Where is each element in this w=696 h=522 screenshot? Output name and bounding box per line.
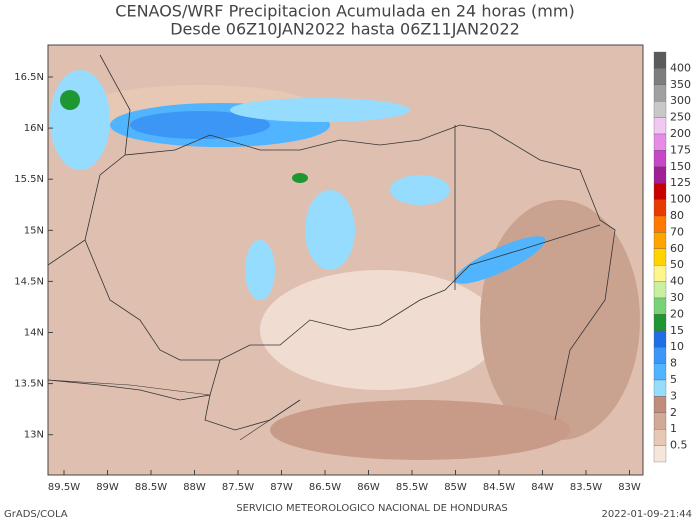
colorbar-label: 350 (670, 78, 691, 91)
lon-label: 83W (618, 482, 641, 493)
footer-left: GrADS/COLA (4, 509, 68, 520)
colorbar-box (653, 215, 667, 233)
colorbar-label: 250 (670, 111, 691, 124)
lon-label: 83.5W (570, 482, 602, 493)
footer-center: SERVICIO METEOROLOGICO NACIONAL DE HONDU… (236, 503, 508, 514)
colorbar-box (653, 101, 667, 118)
colorbar-box (653, 363, 667, 381)
lon-label: 87.5W (222, 482, 254, 493)
colorbar-box (653, 248, 667, 266)
colorbar-label: 125 (670, 176, 691, 189)
colorbar-box (653, 445, 667, 463)
colorbar-label: 100 (670, 193, 691, 206)
colorbar-box (653, 396, 667, 413)
lon-label: 86.5W (309, 482, 341, 493)
colorbar-label: 10 (670, 340, 684, 353)
lon-label: 88W (183, 482, 206, 493)
colorbar-label: 80 (670, 209, 684, 222)
lon-label: 84.5W (483, 482, 515, 493)
colorbar-box (653, 232, 667, 249)
colorbar-box (653, 412, 667, 430)
colorbar-label: 70 (670, 225, 684, 238)
colorbar-label: 150 (670, 160, 691, 173)
lon-label: 87W (270, 482, 293, 493)
lat-label: 16.5N (14, 72, 44, 83)
colorbar-box (653, 379, 667, 397)
colorbar-box (653, 429, 667, 446)
map-field (48, 45, 643, 475)
colorbar-label: 200 (670, 127, 691, 140)
lon-label: 88.5W (135, 482, 167, 493)
title: CENAOS/WRF Precipitacion Acumulada en 24… (115, 2, 574, 21)
colorbar-label: 3 (670, 389, 677, 402)
lat-label: 16N (24, 123, 44, 134)
colorbar-label: 30 (670, 291, 684, 304)
colorbar-box (653, 199, 667, 217)
colorbar-box (653, 166, 667, 184)
lon-label: 85.5W (396, 482, 428, 493)
lat-label: 15.5N (14, 174, 44, 185)
map-frame (47, 44, 644, 476)
colorbar-label: 175 (670, 143, 691, 156)
colorbar-label: 5 (670, 373, 677, 386)
colorbar-box (653, 265, 667, 282)
colorbar-label: 0.5 (670, 439, 688, 452)
colorbar-box (653, 117, 667, 135)
subtitle: Desde 06Z10JAN2022 hasta 06Z11JAN2022 (170, 20, 520, 39)
colorbar-box (653, 51, 667, 69)
footer-right: 2022-01-09-21:44 (601, 509, 692, 520)
colorbar-label: 60 (670, 242, 684, 255)
colorbar-box (653, 297, 667, 315)
colorbar-box (653, 347, 667, 364)
lon-label: 89W (96, 482, 119, 493)
colorbar-label: 15 (670, 324, 684, 337)
colorbar-box (653, 68, 667, 85)
lat-label: 13.5N (14, 379, 44, 390)
colorbar-label: 8 (670, 357, 677, 370)
lat-label: 14.5N (14, 276, 44, 287)
lat-label: 14N (24, 328, 44, 339)
colorbar-box (653, 183, 667, 200)
lat-label: 13N (24, 430, 44, 441)
lon-label: 86W (357, 482, 380, 493)
lat-label: 15N (24, 225, 44, 236)
lon-label: 84W (531, 482, 554, 493)
colorbar-box (653, 281, 667, 299)
colorbar-label: 50 (670, 258, 684, 271)
colorbar-label: 40 (670, 275, 684, 288)
lon-label: 85W (444, 482, 467, 493)
colorbar-label: 20 (670, 307, 684, 320)
colorbar-label: 300 (670, 94, 691, 107)
colorbar-box (653, 84, 667, 102)
colorbar-label: 1 (670, 422, 677, 435)
colorbar-box (653, 314, 667, 331)
colorbar-box (653, 330, 667, 348)
lon-label: 89.5W (48, 482, 80, 493)
colorbar-box (653, 150, 667, 167)
colorbar-label: 400 (670, 61, 691, 74)
colorbar-label: 2 (670, 406, 677, 419)
colorbar-box (653, 133, 667, 151)
